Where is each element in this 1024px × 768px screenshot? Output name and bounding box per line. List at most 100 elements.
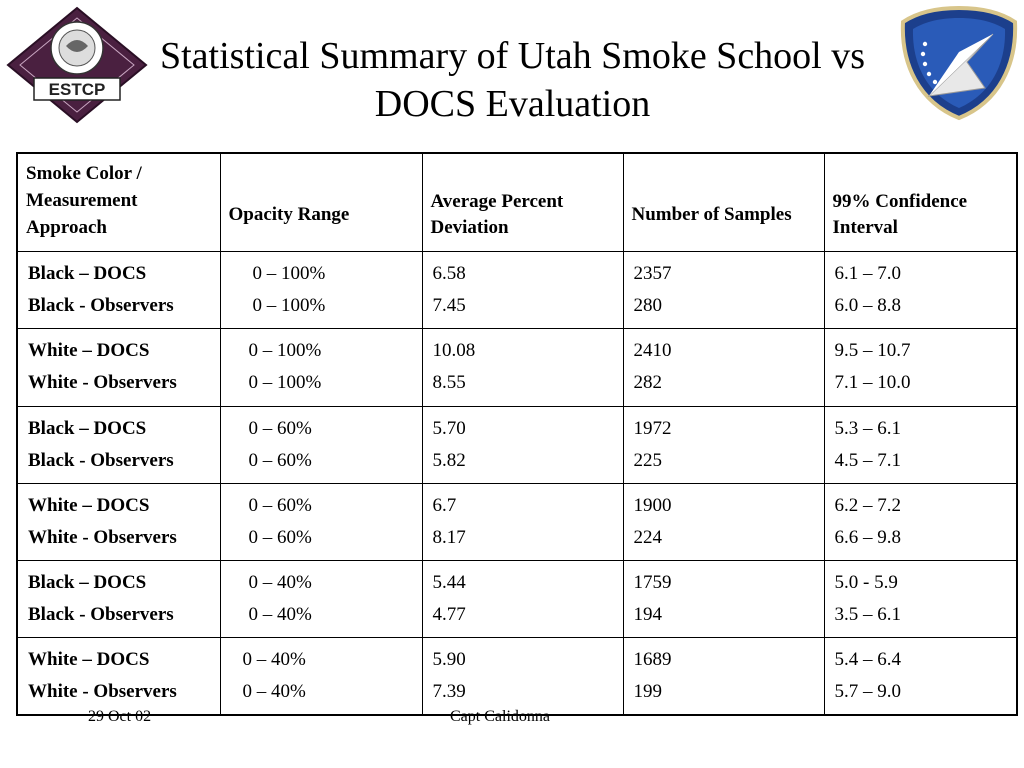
cell-line: Black – DOCS	[28, 571, 147, 593]
cell-line: 6.2 – 7.2	[834, 494, 902, 516]
cell-line: 194	[633, 603, 663, 625]
cell-line: 5.44	[432, 571, 466, 593]
cell-number-of-samples: 1900 224	[622, 482, 825, 561]
table-row: Black – DOCS Black - Observers 0 – 60% 0 – …	[16, 405, 1018, 484]
cell-line: 0 – 100%	[252, 262, 326, 284]
cell-line: 7.39	[432, 680, 466, 702]
cell-number-of-samples: 1972 225	[622, 405, 825, 484]
cell-line: 6.0 – 8.8	[834, 294, 902, 316]
cell-line: 4.77	[432, 603, 466, 625]
cell-line: 0 – 40%	[242, 648, 306, 670]
cell-line: 0 – 60%	[248, 417, 312, 439]
header-opacity-range-label: Opacity Range	[228, 204, 350, 226]
cell-smoke-color-approach: Black – DOCS Black - Observers	[16, 559, 221, 638]
cell-line: 6.1 – 7.0	[834, 262, 902, 284]
cell-line: 6.7	[432, 494, 457, 516]
cell-line: White – DOCS	[28, 339, 150, 361]
cell-line: 224	[633, 526, 663, 548]
cell-confidence-interval: 6.1 – 7.0 6.0 – 8.8	[823, 250, 1018, 329]
cell-line: 8.17	[432, 526, 466, 548]
cell-line: 5.82	[432, 449, 466, 471]
cell-line: 7.1 – 10.0	[834, 371, 911, 393]
cell-line: 1689	[633, 648, 672, 670]
cell-smoke-color-approach: White – DOCS White - Observers	[16, 327, 221, 407]
cell-opacity-range: 0 – 100% 0 – 100%	[219, 250, 423, 329]
cell-line: 2410	[633, 339, 672, 361]
cell-smoke-color-approach: White – DOCS White - Observers	[16, 482, 221, 561]
cell-opacity-range: 0 – 60% 0 – 60%	[219, 482, 423, 561]
cell-number-of-samples: 2357 280	[622, 250, 825, 329]
cell-average-percent-deviation: 5.70 5.82	[421, 405, 624, 484]
cell-line: 2357	[633, 262, 672, 284]
table-header-row: Smoke Color / Measurement Approach Opaci…	[16, 152, 1018, 252]
cell-average-percent-deviation: 6.58 7.45	[421, 250, 624, 329]
cell-line: 6.6 – 9.8	[834, 526, 902, 548]
statistical-summary-table: Smoke Color / Measurement Approach Opaci…	[16, 152, 1018, 716]
cell-line: Black - Observers	[28, 449, 174, 471]
cell-line: 1759	[633, 571, 672, 593]
cell-line: White – DOCS	[28, 648, 150, 670]
header-smoke-color: Smoke Color / Measurement Approach	[16, 152, 221, 252]
header-samples-label: Number of Samples	[631, 204, 792, 226]
estcp-logo: ESTCP	[6, 6, 148, 124]
cell-confidence-interval: 5.4 – 6.4 5.7 – 9.0	[823, 636, 1018, 715]
cell-line: 0 – 40%	[248, 603, 312, 625]
cell-line: 199	[633, 680, 663, 702]
cell-smoke-color-approach: Black – DOCS Black - Observers	[16, 250, 221, 329]
cell-average-percent-deviation: 6.7 8.17	[421, 482, 624, 561]
cell-line: 5.90	[432, 648, 466, 670]
cell-confidence-interval: 9.5 – 10.7 7.1 – 10.0	[823, 327, 1018, 407]
cell-average-percent-deviation: 10.08 8.55	[421, 327, 624, 407]
cell-line: 5.3 – 6.1	[834, 417, 902, 439]
cell-line: 7.45	[432, 294, 466, 316]
cell-smoke-color-approach: White – DOCS White - Observers	[16, 636, 221, 715]
cell-line: 5.7 – 9.0	[834, 680, 902, 702]
cell-line: 0 – 60%	[248, 526, 312, 548]
cell-opacity-range: 0 – 100% 0 – 100%	[219, 327, 423, 407]
cell-line: 10.08	[432, 339, 476, 361]
cell-line: 5.70	[432, 417, 466, 439]
cell-line: 0 – 100%	[252, 294, 326, 316]
footer-author: Capt Calidonna	[450, 708, 550, 725]
table-row: White – DOCS White - Observers 0 – 60% 0 – …	[16, 482, 1018, 561]
cell-line: Black – DOCS	[28, 262, 147, 284]
cell-line: 1900	[633, 494, 672, 516]
cell-line: 280	[633, 294, 663, 316]
header-ci-label: 99% Confidence Interval	[832, 191, 968, 239]
cell-opacity-range: 0 – 60% 0 – 60%	[219, 405, 423, 484]
cell-line: 6.58	[432, 262, 466, 284]
cell-number-of-samples: 1759 194	[622, 559, 825, 638]
footer-date: 29 Oct 02	[88, 708, 152, 725]
cell-average-percent-deviation: 5.44 4.77	[421, 559, 624, 638]
estcp-logo-text: ESTCP	[49, 80, 106, 99]
afrl-shield-logo	[900, 5, 1018, 121]
cell-line: 0 – 60%	[248, 449, 312, 471]
cell-line: 225	[633, 449, 663, 471]
cell-opacity-range: 0 – 40% 0 – 40%	[219, 636, 423, 715]
cell-smoke-color-approach: Black – DOCS Black - Observers	[16, 405, 221, 484]
cell-line: 0 – 100%	[248, 371, 322, 393]
cell-number-of-samples: 1689 199	[622, 636, 825, 715]
cell-line: White - Observers	[28, 680, 177, 702]
table-row: Black – DOCS Black - Observers 0 – 40% 0 – …	[16, 559, 1018, 638]
cell-line: 0 – 40%	[242, 680, 306, 702]
cell-line: 0 – 60%	[248, 494, 312, 516]
cell-line: Black – DOCS	[28, 417, 147, 439]
cell-line: 0 – 100%	[248, 339, 322, 361]
cell-line: 4.5 – 7.1	[834, 449, 902, 471]
cell-line: 282	[633, 371, 663, 393]
cell-line: 1972	[633, 417, 672, 439]
cell-line: 5.0 - 5.9	[834, 571, 898, 593]
cell-average-percent-deviation: 5.90 7.39	[421, 636, 624, 715]
table-row: Black – DOCS Black - Observers 0 – 100% 0 –…	[16, 250, 1018, 329]
cell-line: 8.55	[432, 371, 466, 393]
cell-confidence-interval: 5.3 – 6.1 4.5 – 7.1	[823, 405, 1018, 484]
cell-line: White - Observers	[28, 526, 177, 548]
cell-line: 0 – 40%	[248, 571, 312, 593]
cell-line: White - Observers	[28, 371, 177, 393]
cell-confidence-interval: 5.0 - 5.9 3.5 – 6.1	[823, 559, 1018, 638]
cell-number-of-samples: 2410 282	[622, 327, 825, 407]
cell-line: 3.5 – 6.1	[834, 603, 902, 625]
cell-line: 9.5 – 10.7	[834, 339, 911, 361]
header-apd-label: Average Percent Deviation	[430, 191, 564, 239]
